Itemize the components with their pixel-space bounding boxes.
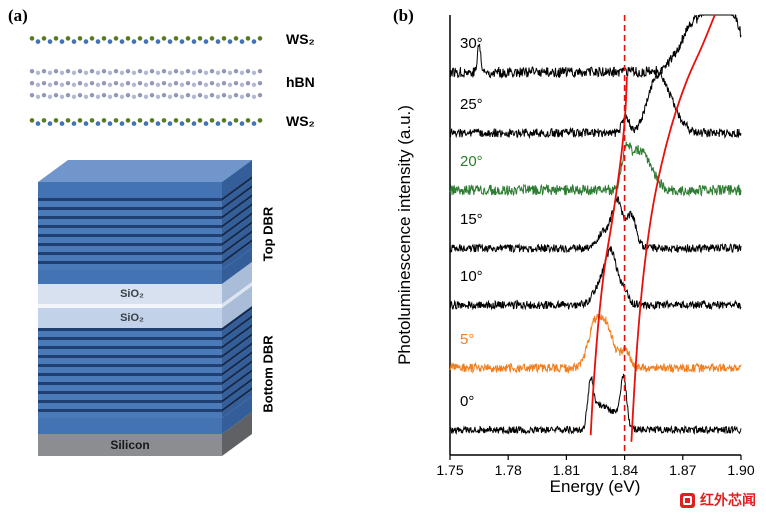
panel-a-label: (a) xyxy=(8,6,28,25)
top-dbr-label: Top DBR xyxy=(260,206,276,262)
x-axis-label: Energy (eV) xyxy=(549,477,641,496)
silicon-label: Silicon xyxy=(110,438,150,452)
pl-spectra-chart: 1.75 1.78 1.81 1.84 1.87 1.90 30° 25° 20° 15° 10° 5… xyxy=(436,14,755,478)
spectrum-trace xyxy=(449,71,742,140)
x-tick-label: 1.81 xyxy=(553,462,580,478)
spectrum-trace xyxy=(449,196,742,254)
ws2-top-label: WS₂ xyxy=(286,31,315,47)
spectrum-trace xyxy=(449,373,742,436)
panel-a: (a) WS₂ hBN WS₂ Top DBR Bottom DBR SiO₂ … xyxy=(0,0,380,516)
ws2-bottom-label: WS₂ xyxy=(286,113,315,129)
x-tick-label: 1.90 xyxy=(727,462,754,478)
heterostructure-diagram xyxy=(29,36,263,456)
polariton-branch-curves xyxy=(589,14,716,442)
spectrum-trace xyxy=(449,245,742,311)
angle-label: 15° xyxy=(460,211,483,228)
x-tick-label: 1.84 xyxy=(611,462,638,478)
hbn-atoms xyxy=(29,69,263,100)
panel-b: (b) 1.75 1.78 1.81 1.84 1.87 1.90 30° 25° 20° 15°… xyxy=(385,0,766,516)
angle-label: 5° xyxy=(460,331,474,348)
panel-b-label: (b) xyxy=(393,6,414,25)
x-tick-label: 1.87 xyxy=(669,462,696,478)
x-tick-label: 1.78 xyxy=(495,462,522,478)
angle-label: 0° xyxy=(460,393,474,410)
angle-label: 20° xyxy=(460,153,483,170)
sio2-top-label: SiO₂ xyxy=(120,288,144,300)
ws2-top-atoms xyxy=(29,36,263,44)
watermark-text: 红外芯闻 xyxy=(700,492,756,508)
angle-label: 10° xyxy=(460,268,483,285)
dbr-stack xyxy=(38,160,252,456)
hbn-label: hBN xyxy=(286,74,315,90)
spectra-traces xyxy=(449,14,742,436)
spectrum-trace xyxy=(449,313,742,374)
spectrum-trace xyxy=(449,141,742,197)
watermark-logo-icon xyxy=(680,492,695,508)
lower-polariton-curve xyxy=(589,76,628,436)
axes: 1.75 1.78 1.81 1.84 1.87 1.90 xyxy=(436,15,755,478)
ws2-bottom-atoms xyxy=(29,118,263,126)
sio2-bottom-label: SiO₂ xyxy=(120,312,144,324)
bottom-dbr-label: Bottom DBR xyxy=(260,335,276,413)
angle-labels: 30° 25° 20° 15° 10° 5° 0° xyxy=(460,35,483,410)
x-tick-label: 1.75 xyxy=(436,462,463,478)
y-axis-label: Photoluminescence intensity (a.u.) xyxy=(395,105,414,365)
angle-label: 25° xyxy=(460,96,483,113)
upper-polariton-curve xyxy=(630,14,716,442)
angle-label: 30° xyxy=(460,35,483,52)
spectrum-trace xyxy=(449,14,742,79)
watermark: 红外芯闻 xyxy=(680,490,756,510)
